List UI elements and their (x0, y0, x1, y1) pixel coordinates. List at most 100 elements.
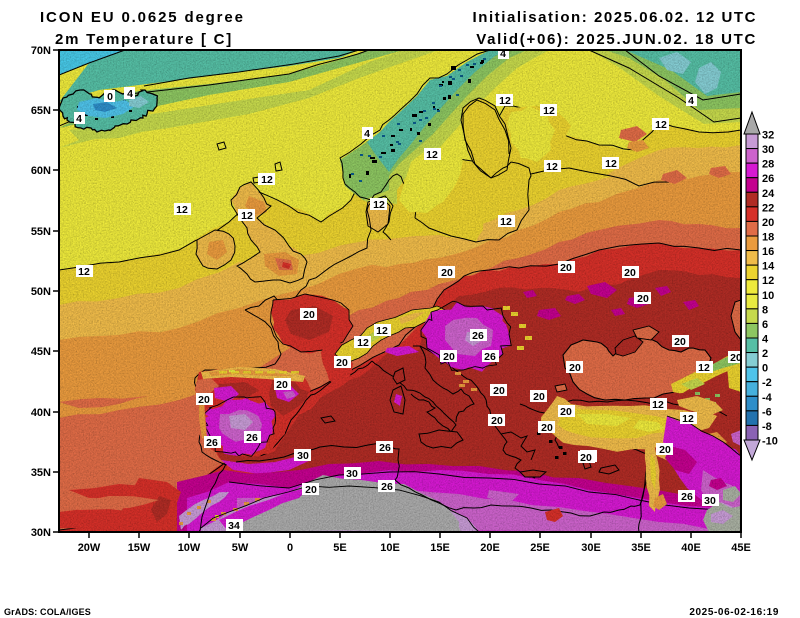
svg-text:2: 2 (762, 348, 768, 360)
svg-text:30: 30 (704, 495, 716, 507)
svg-text:40E: 40E (681, 542, 701, 554)
svg-text:20: 20 (533, 391, 545, 403)
svg-text:30: 30 (346, 468, 358, 480)
svg-text:Valid(+06): 2025.JUN.02. 18 UT: Valid(+06): 2025.JUN.02. 18 UTC (476, 31, 757, 48)
svg-text:20: 20 (276, 379, 288, 391)
svg-text:30E: 30E (581, 542, 601, 554)
svg-text:25E: 25E (530, 542, 550, 554)
svg-text:30: 30 (297, 450, 309, 462)
svg-text:45E: 45E (731, 542, 751, 554)
svg-text:26: 26 (206, 437, 218, 449)
svg-text:12: 12 (426, 149, 438, 161)
svg-text:-8: -8 (762, 421, 772, 433)
svg-text:24: 24 (762, 188, 775, 200)
svg-text:0: 0 (287, 542, 293, 554)
svg-text:8: 8 (762, 304, 768, 316)
svg-text:4: 4 (500, 48, 506, 60)
svg-text:28: 28 (762, 159, 774, 171)
svg-text:12: 12 (500, 216, 512, 228)
svg-text:35N: 35N (31, 467, 51, 479)
svg-text:30N: 30N (31, 527, 51, 539)
svg-text:20: 20 (493, 385, 505, 397)
svg-text:5W: 5W (232, 542, 249, 554)
svg-text:20: 20 (624, 267, 636, 279)
svg-text:GrADS: COLA/IGES: GrADS: COLA/IGES (4, 607, 91, 617)
svg-text:12: 12 (698, 362, 710, 374)
svg-text:26: 26 (381, 481, 393, 493)
svg-text:12: 12 (376, 325, 388, 337)
svg-text:20: 20 (303, 309, 315, 321)
svg-text:12: 12 (682, 413, 694, 425)
svg-text:20: 20 (441, 267, 453, 279)
svg-text:12: 12 (373, 199, 385, 211)
svg-text:20: 20 (569, 362, 581, 374)
svg-text:20: 20 (560, 262, 572, 274)
svg-text:12: 12 (546, 161, 558, 173)
svg-text:55N: 55N (31, 226, 51, 238)
svg-text:20: 20 (491, 415, 503, 427)
svg-text:65N: 65N (31, 105, 51, 117)
svg-text:ICON EU 0.0625 degree: ICON EU 0.0625 degree (40, 9, 245, 26)
svg-text:14: 14 (762, 261, 775, 273)
svg-text:12: 12 (357, 337, 369, 349)
svg-text:20: 20 (198, 394, 210, 406)
svg-text:40N: 40N (31, 407, 51, 419)
svg-text:26: 26 (379, 442, 391, 454)
svg-text:-4: -4 (762, 392, 773, 404)
svg-text:12: 12 (241, 210, 253, 222)
svg-text:70N: 70N (31, 45, 51, 57)
svg-text:35E: 35E (631, 542, 651, 554)
svg-text:22: 22 (762, 202, 774, 214)
svg-text:4: 4 (762, 334, 769, 346)
svg-text:0: 0 (107, 91, 113, 103)
svg-text:26: 26 (762, 173, 774, 185)
svg-text:12: 12 (499, 95, 511, 107)
svg-text:20: 20 (659, 444, 671, 456)
svg-text:20: 20 (674, 336, 686, 348)
svg-text:26: 26 (472, 330, 484, 342)
svg-text:6: 6 (762, 319, 768, 331)
svg-text:-10: -10 (762, 436, 778, 448)
svg-text:20: 20 (580, 452, 592, 464)
svg-text:26: 26 (246, 432, 258, 444)
svg-text:12: 12 (605, 158, 617, 170)
svg-text:20: 20 (637, 293, 649, 305)
svg-text:2025-06-02-16:19: 2025-06-02-16:19 (689, 607, 779, 618)
svg-text:15E: 15E (430, 542, 450, 554)
svg-text:30: 30 (762, 144, 774, 156)
svg-text:20E: 20E (480, 542, 500, 554)
svg-text:4: 4 (127, 88, 133, 100)
svg-text:45N: 45N (31, 346, 51, 358)
svg-text:20: 20 (762, 217, 774, 229)
svg-text:34: 34 (228, 520, 240, 532)
svg-text:20: 20 (443, 351, 455, 363)
svg-text:20: 20 (730, 352, 742, 364)
svg-text:Initialisation: 2025.06.02. 12: Initialisation: 2025.06.02. 12 UTC (473, 9, 757, 26)
svg-text:5E: 5E (333, 542, 346, 554)
svg-text:20: 20 (541, 422, 553, 434)
svg-text:12: 12 (261, 174, 273, 186)
svg-text:10W: 10W (178, 542, 201, 554)
svg-text:10: 10 (762, 290, 774, 302)
svg-text:32: 32 (762, 130, 774, 142)
svg-text:20W: 20W (78, 542, 101, 554)
svg-text:4: 4 (76, 113, 82, 125)
svg-text:10E: 10E (380, 542, 400, 554)
svg-text:-2: -2 (762, 377, 772, 389)
svg-text:12: 12 (655, 119, 667, 131)
svg-text:4: 4 (688, 95, 694, 107)
svg-text:12: 12 (762, 275, 774, 287)
svg-text:16: 16 (762, 246, 774, 258)
svg-text:2m Temperature [ C]: 2m Temperature [ C] (55, 31, 233, 48)
svg-text:-6: -6 (762, 406, 772, 418)
svg-text:26: 26 (484, 351, 496, 363)
svg-text:18: 18 (762, 232, 774, 244)
svg-text:20: 20 (305, 484, 317, 496)
svg-text:4: 4 (364, 128, 370, 140)
svg-text:60N: 60N (31, 165, 51, 177)
svg-text:20: 20 (336, 357, 348, 369)
svg-text:20: 20 (560, 406, 572, 418)
svg-text:15W: 15W (128, 542, 151, 554)
svg-text:0: 0 (762, 363, 768, 375)
svg-text:50N: 50N (31, 286, 51, 298)
